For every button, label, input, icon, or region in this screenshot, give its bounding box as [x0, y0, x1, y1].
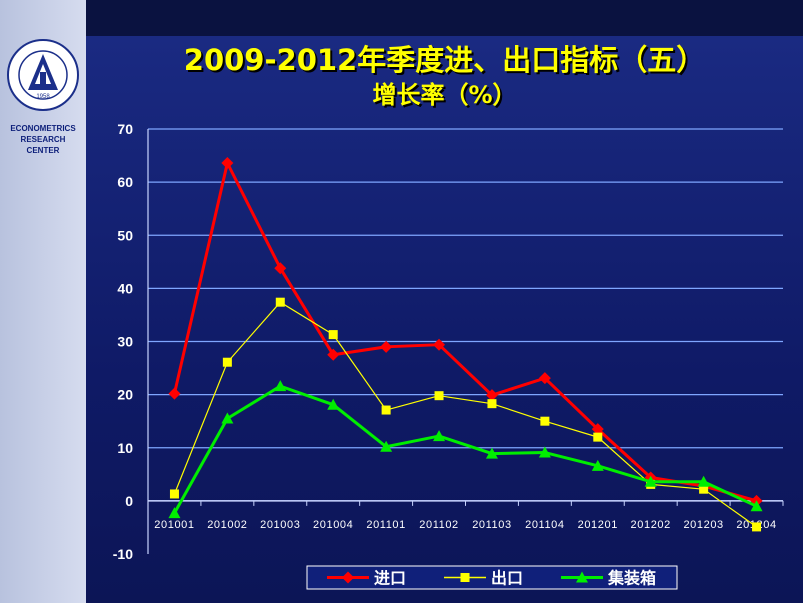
container-data-point: [168, 507, 181, 519]
x-tick-label: 201104: [525, 519, 565, 531]
x-tick-label: 201003: [260, 519, 300, 531]
x-tick-label: 201203: [683, 519, 723, 531]
center-name-line-1: ECONOMETRICS: [10, 124, 76, 133]
import-data-point: [433, 338, 446, 351]
container-data-point: [433, 430, 446, 442]
legend-box: [306, 565, 678, 590]
research-center-name: ECONOMETRICS RESEARCH CENTER: [0, 123, 86, 156]
container-series-line: [173, 384, 758, 514]
y-tick-label: 10: [117, 440, 133, 456]
y-tick-label: -10: [113, 546, 133, 562]
import-series-line: [172, 161, 757, 503]
container-legend-marker: [576, 571, 588, 583]
x-tick-label: 201202: [631, 519, 671, 531]
academy-seal-logo: 1958: [7, 39, 79, 111]
x-tick-label: 201103: [472, 519, 512, 531]
import-data-point: [591, 423, 604, 436]
container-data-point: [750, 500, 763, 512]
export-data-point: [381, 405, 391, 415]
x-tick-label: 201002: [207, 519, 247, 531]
container-data-point: [327, 398, 340, 410]
import-data-point: [538, 372, 551, 385]
y-tick-label: 60: [117, 174, 133, 190]
import-data-point: [380, 340, 393, 353]
export-data-point: [169, 489, 179, 499]
container-legend-label: 集装箱: [607, 569, 656, 588]
export-legend-label: 出口: [491, 569, 523, 588]
y-tick-label: 20: [117, 387, 133, 403]
import-legend-marker: [342, 571, 354, 584]
chart-subtitle: 增长率（%）: [372, 81, 517, 109]
container-data-point: [221, 412, 234, 424]
x-tick-label: 201004: [313, 519, 353, 531]
export-data-point: [434, 391, 444, 401]
import-data-point: [168, 387, 181, 400]
import-legend-label: 进口: [374, 569, 406, 588]
export-data-point: [540, 416, 550, 426]
import-data-point: [221, 157, 234, 169]
export-data-point: [328, 330, 338, 340]
center-name-line-2: RESEARCH: [20, 135, 66, 144]
export-data-point: [593, 432, 603, 442]
export-data-point: [222, 357, 232, 367]
container-data-point: [274, 380, 287, 392]
slide-main-area: [86, 36, 803, 603]
x-tick-label: 201102: [419, 519, 459, 531]
import-data-point: [327, 348, 340, 361]
center-name-line-3: CENTER: [26, 146, 60, 155]
y-tick-label: 40: [117, 280, 133, 296]
x-tick-label: 201101: [366, 519, 406, 531]
y-tick-label: 30: [117, 334, 133, 350]
x-tick-label: 201001: [154, 519, 194, 531]
export-series-line: [173, 301, 757, 528]
import-data-point: [485, 389, 498, 402]
y-tick-label: 50: [117, 227, 133, 243]
y-tick-label: 0: [125, 493, 133, 509]
container-data-point: [644, 475, 657, 487]
export-data-point: [699, 484, 709, 494]
sidebar: 1958 ECONOMETRICS RESEARCH CENTER: [0, 0, 86, 603]
container-data-point: [538, 446, 551, 458]
chart-title: 2009-2012年季度进、出口指标（五）: [183, 43, 706, 77]
export-data-point: [487, 399, 497, 409]
import-data-point: [274, 262, 287, 275]
export-data-point: [275, 297, 285, 307]
export-data-point: [752, 522, 762, 532]
container-data-point: [485, 447, 498, 459]
x-tick-label: 201201: [578, 519, 618, 531]
y-tick-label: 70: [117, 121, 133, 137]
export-legend-marker: [460, 573, 470, 582]
container-data-point: [591, 459, 604, 471]
logo-year: 1958: [36, 94, 50, 100]
top-band: [86, 0, 803, 36]
container-data-point: [380, 440, 393, 452]
container-data-point: [697, 475, 710, 487]
